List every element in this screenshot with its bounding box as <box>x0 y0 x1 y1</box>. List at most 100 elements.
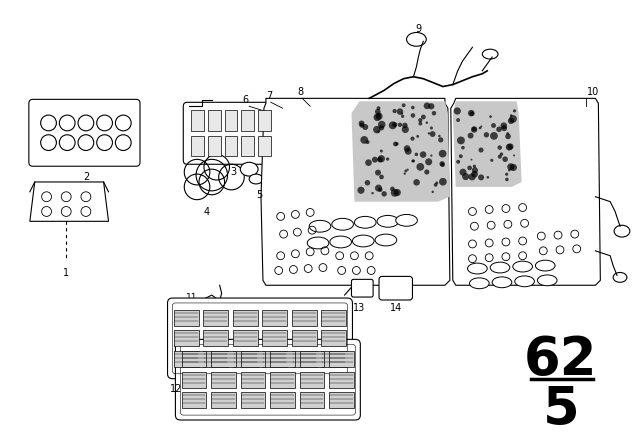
Circle shape <box>513 155 515 156</box>
Circle shape <box>401 112 403 115</box>
Bar <box>241 372 266 388</box>
Circle shape <box>362 124 368 130</box>
Bar <box>225 110 237 131</box>
Circle shape <box>497 145 502 150</box>
Circle shape <box>379 125 384 130</box>
Bar <box>174 351 198 367</box>
Circle shape <box>394 189 401 196</box>
Circle shape <box>440 163 445 167</box>
Circle shape <box>479 147 484 153</box>
Circle shape <box>426 121 428 124</box>
Bar <box>300 392 324 408</box>
Circle shape <box>411 106 415 109</box>
Circle shape <box>413 179 420 185</box>
Circle shape <box>501 125 507 131</box>
Bar <box>191 136 204 156</box>
Circle shape <box>389 121 397 129</box>
Bar <box>182 351 206 367</box>
Circle shape <box>402 103 406 107</box>
Circle shape <box>470 159 472 161</box>
Text: 13: 13 <box>353 303 365 313</box>
Bar <box>330 351 354 367</box>
Circle shape <box>365 159 372 166</box>
Circle shape <box>505 177 509 181</box>
Bar <box>321 351 346 367</box>
Text: 10: 10 <box>586 87 599 97</box>
Text: 62: 62 <box>524 334 598 387</box>
Circle shape <box>404 169 407 172</box>
Ellipse shape <box>515 276 534 287</box>
Bar <box>211 372 236 388</box>
FancyBboxPatch shape <box>29 99 140 166</box>
Circle shape <box>372 157 378 163</box>
Circle shape <box>376 106 380 110</box>
Bar <box>330 392 354 408</box>
Circle shape <box>390 186 395 191</box>
Circle shape <box>510 164 517 171</box>
Bar <box>321 310 346 326</box>
Circle shape <box>425 158 432 165</box>
Circle shape <box>454 108 461 115</box>
Ellipse shape <box>406 32 426 46</box>
Bar <box>182 372 206 388</box>
Circle shape <box>411 113 415 118</box>
Ellipse shape <box>330 236 351 248</box>
Circle shape <box>358 121 364 126</box>
Circle shape <box>505 134 511 139</box>
Ellipse shape <box>490 262 510 273</box>
Circle shape <box>392 109 397 113</box>
Circle shape <box>424 103 430 109</box>
Circle shape <box>418 118 422 122</box>
Circle shape <box>378 121 385 128</box>
Bar <box>262 310 287 326</box>
Circle shape <box>429 131 436 137</box>
Circle shape <box>415 153 418 156</box>
Polygon shape <box>351 101 450 202</box>
Ellipse shape <box>332 218 353 230</box>
Bar <box>292 351 317 367</box>
Ellipse shape <box>492 277 512 288</box>
Circle shape <box>360 136 368 144</box>
Text: 6: 6 <box>242 95 248 105</box>
Circle shape <box>397 108 403 115</box>
Circle shape <box>416 135 419 138</box>
Ellipse shape <box>307 237 329 249</box>
Bar <box>211 392 236 408</box>
Bar <box>292 331 317 346</box>
Ellipse shape <box>309 220 331 232</box>
Text: 5: 5 <box>543 383 579 435</box>
Circle shape <box>486 176 489 179</box>
Circle shape <box>434 183 438 187</box>
Text: 5: 5 <box>256 190 262 200</box>
Circle shape <box>467 166 472 170</box>
Bar <box>204 351 228 367</box>
Circle shape <box>402 123 408 128</box>
Circle shape <box>412 159 415 163</box>
Bar <box>292 310 317 326</box>
Circle shape <box>509 115 517 123</box>
Bar <box>225 136 237 156</box>
Circle shape <box>472 127 476 131</box>
Circle shape <box>404 172 406 175</box>
Circle shape <box>490 159 493 162</box>
Ellipse shape <box>396 215 417 226</box>
Circle shape <box>506 132 509 135</box>
Circle shape <box>357 187 365 194</box>
Bar <box>241 392 266 408</box>
Circle shape <box>470 111 474 116</box>
Circle shape <box>430 126 433 129</box>
Ellipse shape <box>377 215 399 227</box>
Circle shape <box>440 161 445 166</box>
Circle shape <box>379 175 384 179</box>
Circle shape <box>395 142 399 146</box>
Circle shape <box>508 118 514 124</box>
Circle shape <box>502 156 508 162</box>
Bar <box>191 110 204 131</box>
Bar <box>182 392 206 408</box>
Circle shape <box>432 111 436 116</box>
Circle shape <box>360 123 364 128</box>
Circle shape <box>377 130 380 133</box>
Text: 11: 11 <box>186 293 197 302</box>
Circle shape <box>365 140 369 144</box>
Bar <box>233 331 257 346</box>
